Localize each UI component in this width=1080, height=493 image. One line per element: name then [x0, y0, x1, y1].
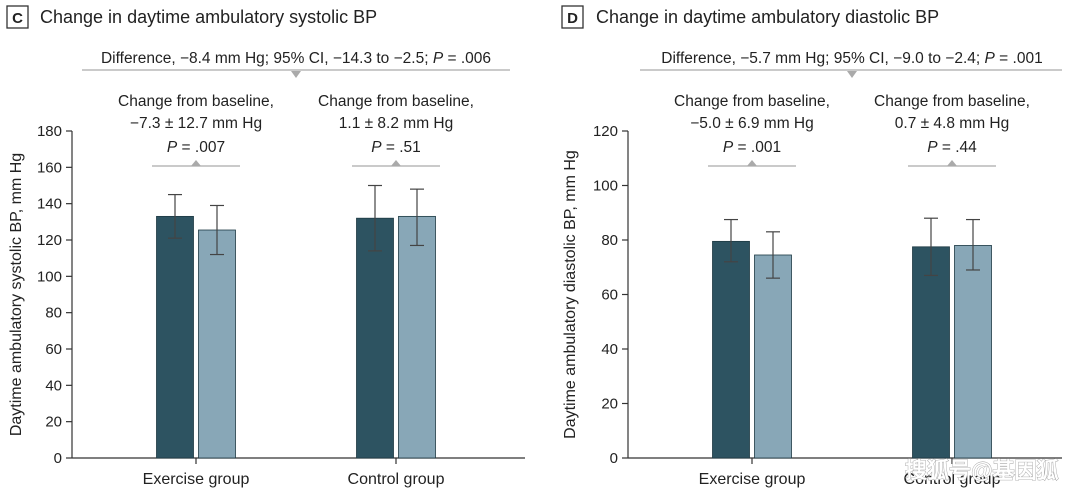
- bar-follow-up-exercise: [198, 229, 236, 459]
- y-tick-label: 0: [54, 450, 62, 467]
- group-annotation-p-value: P = .44: [927, 139, 977, 156]
- y-tick-label: 40: [45, 377, 62, 394]
- bar-follow-up-exercise: [754, 254, 792, 459]
- bar-baseline-exercise: [156, 215, 194, 459]
- y-axis-title: Daytime ambulatory systolic BP, mm Hg: [8, 153, 25, 436]
- panel-d-letter: D: [567, 10, 578, 27]
- x-category-label: Control group: [348, 471, 445, 488]
- y-tick-label: 100: [37, 268, 62, 285]
- panel-d: D Change in daytime ambulatory diastolic…: [561, 5, 939, 29]
- y-tick-label: 80: [601, 232, 618, 249]
- y-tick-label: 100: [593, 178, 618, 195]
- y-tick-label: 160: [37, 159, 62, 176]
- y-tick-label: 40: [601, 341, 618, 358]
- panel-d-plot: 0 20 40 60 80 100 120 Daytime ambulatory diasto…: [562, 50, 1062, 488]
- panel-d-title: Change in daytime ambulatory diastolic B…: [596, 7, 939, 27]
- group-annotation-line2: −7.3 ± 12.7 mm Hg: [130, 115, 262, 132]
- difference-annotation: Difference, −5.7 mm Hg; 95% CI, −9.0 to …: [661, 50, 1042, 67]
- panel-c-letter-box: [6, 5, 29, 29]
- y-tick-label: 60: [601, 287, 618, 304]
- group-annotation-line2: 1.1 ± 8.2 mm Hg: [339, 115, 453, 132]
- bar-follow-up-control: [954, 245, 992, 459]
- y-tick-label: 120: [593, 123, 618, 140]
- panel-c-title: Change in daytime ambulatory systolic BP: [40, 7, 377, 27]
- bar-baseline-exercise: [712, 240, 750, 459]
- group-bracket-arrow: [191, 160, 201, 166]
- group-annotation-line2: −5.0 ± 6.9 mm Hg: [690, 115, 814, 132]
- panel-d-letter-box: [561, 5, 584, 29]
- x-category-label: Exercise group: [143, 471, 250, 488]
- bar-follow-up-control: [398, 215, 436, 459]
- y-tick-label: 80: [45, 305, 62, 322]
- plot-layer: 0 20 40 60 80 100 120 140 160 180 Daytime ambulato…: [8, 50, 1062, 488]
- y-tick-label: 120: [37, 232, 62, 249]
- difference-annotation: Difference, −8.4 mm Hg; 95% CI, −14.3 to…: [101, 50, 491, 67]
- group-annotation-line1: Change from baseline,: [674, 93, 830, 110]
- y-tick-label: 0: [610, 450, 618, 467]
- x-category-label: Exercise group: [699, 471, 806, 488]
- bar-baseline-control: [356, 217, 394, 459]
- group-bracket-arrow: [747, 160, 757, 166]
- group-annotation-line1: Change from baseline,: [118, 93, 274, 110]
- difference-bracket-arrow: [291, 71, 301, 78]
- bar-baseline-control: [912, 246, 950, 459]
- group-annotation-p-value: P = .007: [167, 139, 225, 156]
- y-tick-label: 60: [45, 341, 62, 358]
- difference-bracket-arrow: [847, 71, 857, 78]
- group-bracket-arrow: [391, 160, 401, 166]
- panel-c: C Change in daytime ambulatory systolic …: [6, 5, 377, 29]
- group-annotation-line1: Change from baseline,: [318, 93, 474, 110]
- group-annotation-line1: Change from baseline,: [874, 93, 1030, 110]
- panel-c-letter: C: [12, 10, 23, 27]
- y-tick-label: 20: [45, 414, 62, 431]
- y-tick-label: 180: [37, 123, 62, 140]
- group-bracket-arrow: [947, 160, 957, 166]
- y-tick-label: 140: [37, 196, 62, 213]
- panel-c-plot: 0 20 40 60 80 100 120 140 160 180 Daytime ambulato…: [8, 50, 525, 488]
- group-annotation-p-value: P = .51: [371, 139, 421, 156]
- group-annotation-line2: 0.7 ± 4.8 mm Hg: [895, 115, 1009, 132]
- x-category-label: Control group: [904, 471, 1001, 488]
- watermark-text: 搜狐号@基因狐: [905, 458, 1058, 483]
- group-annotation-p-value: P = .001: [723, 139, 781, 156]
- y-axis-title: Daytime ambulatory diastolic BP, mm Hg: [562, 150, 579, 439]
- y-tick-label: 20: [601, 396, 618, 413]
